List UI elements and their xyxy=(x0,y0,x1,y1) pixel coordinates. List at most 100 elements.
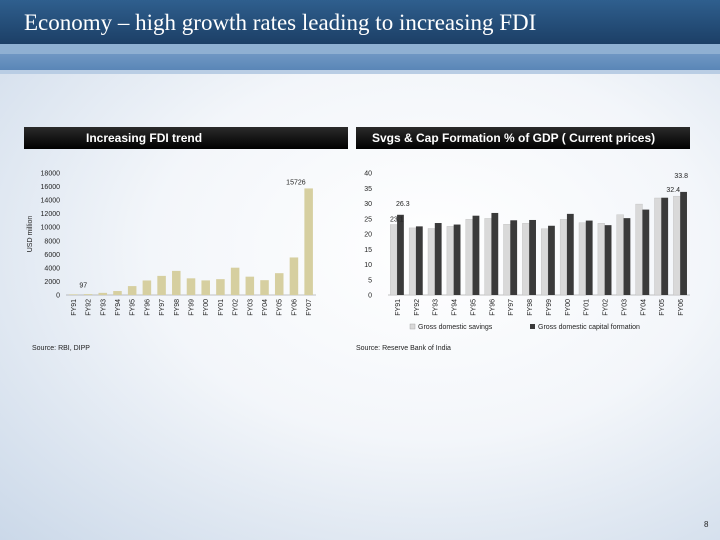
savings-x-tick-label: FY01 xyxy=(584,299,591,316)
capital-formation-bar xyxy=(548,225,555,295)
fdi-y-tick-label: 10000 xyxy=(41,225,61,232)
page-number: 8 xyxy=(704,520,709,529)
savings-x-tick-label: FY00 xyxy=(565,299,572,316)
savings-x-tick-label: FY02 xyxy=(603,299,610,316)
capital-formation-bar xyxy=(415,226,423,295)
capital-formation-bar xyxy=(472,215,480,295)
header-band-light xyxy=(0,44,720,54)
savings-bar xyxy=(503,224,511,296)
capital-formation-bar xyxy=(566,213,574,295)
fdi-x-tick-label: FY03 xyxy=(247,299,254,316)
fdi-y-tick-label: 4000 xyxy=(44,265,60,272)
savings-bar xyxy=(616,214,624,296)
savings-chart: 0 5 10 15 20 25 30 35 40 FY91 FY92 FY93 FY94 FY95 FY96… xyxy=(364,171,690,331)
legend-savings-label: Gross domestic savings xyxy=(418,324,493,331)
capital-formation-bar xyxy=(453,224,461,295)
fdi-x-tick-label: FY91 xyxy=(71,299,78,316)
fdi-bar xyxy=(274,273,284,295)
savings-x-tick-label: FY05 xyxy=(659,299,666,316)
fdi-bar xyxy=(186,278,196,295)
fdi-bar xyxy=(289,257,299,295)
capital-formation-bar xyxy=(510,220,518,295)
fdi-bar xyxy=(230,267,240,295)
fdi-bar xyxy=(304,188,313,295)
fdi-x-tick-label: FY06 xyxy=(291,299,298,316)
savings-bar xyxy=(465,219,473,296)
savings-data-label: 32.4 xyxy=(666,187,680,194)
savings-bar xyxy=(427,228,436,296)
fdi-data-label: 15726 xyxy=(286,179,306,186)
fdi-x-tick-label: FY97 xyxy=(159,299,166,316)
savings-x-tick-label: FY93 xyxy=(433,299,440,316)
fdi-x-tick-label: FY00 xyxy=(203,299,210,316)
legend-capital-swatch xyxy=(530,324,535,329)
savings-data-label: 26.3 xyxy=(396,201,410,208)
savings-y-tick-label: 0 xyxy=(368,293,372,300)
savings-bar xyxy=(522,223,530,296)
fdi-bar xyxy=(260,280,269,295)
savings-bar xyxy=(408,227,417,296)
savings-x-tick-label: FY96 xyxy=(489,299,496,316)
savings-x-tick-label: FY04 xyxy=(640,299,647,316)
fdi-data-label: 97 xyxy=(79,282,87,289)
fdi-source: Source: RBI, DIPP xyxy=(32,345,90,352)
capital-formation-bar xyxy=(397,214,404,295)
savings-y-tick-label: 35 xyxy=(364,186,372,193)
savings-x-tick-label: FY03 xyxy=(621,299,628,316)
savings-x-tick-label: FY99 xyxy=(546,299,553,316)
savings-y-tick-label: 20 xyxy=(364,232,372,239)
fdi-x-tick-label: FY99 xyxy=(189,299,196,316)
capital-formation-bar xyxy=(642,209,650,295)
fdi-x-tick-label: FY05 xyxy=(277,299,284,316)
savings-x-tick-label: FY92 xyxy=(414,299,421,316)
fdi-bar xyxy=(172,270,181,295)
fdi-bar xyxy=(157,275,166,295)
fdi-bar xyxy=(83,294,93,295)
savings-source: Source: Reserve Bank of India xyxy=(356,345,451,352)
fdi-bar xyxy=(113,291,122,295)
savings-y-tick-label: 15 xyxy=(364,247,372,254)
fdi-x-tick-label: FY94 xyxy=(115,299,122,316)
savings-y-tick-label: 5 xyxy=(368,277,372,284)
legend-savings-swatch xyxy=(409,323,416,330)
savings-bar xyxy=(673,195,681,296)
fdi-y-tick-label: 18000 xyxy=(41,171,61,178)
header-band-thin xyxy=(0,70,720,74)
fdi-x-tick-label: FY92 xyxy=(86,299,93,316)
savings-x-tick-label: FY98 xyxy=(527,299,534,316)
fdi-y-tick-label: 16000 xyxy=(41,184,61,191)
savings-x-tick-label: FY91 xyxy=(395,299,402,316)
fdi-bar xyxy=(98,292,108,295)
savings-y-tick-label: 25 xyxy=(364,216,372,223)
slide-title: Economy – high growth rates leading to i… xyxy=(24,10,537,35)
savings-chart-header: Svgs & Cap Formation % of GDP ( Current … xyxy=(356,127,690,149)
fdi-bar xyxy=(201,280,210,295)
savings-x-tick-label: FY94 xyxy=(452,299,459,316)
savings-bar xyxy=(541,228,549,296)
fdi-x-tick-label: FY02 xyxy=(233,299,240,316)
capital-formation-bar xyxy=(491,212,499,295)
savings-bar xyxy=(635,203,643,296)
savings-x-tick-label: FY06 xyxy=(678,299,685,316)
savings-bar xyxy=(446,226,454,296)
savings-chart-title: Svgs & Cap Formation % of GDP ( Current … xyxy=(372,131,656,145)
savings-bar xyxy=(390,224,398,296)
savings-x-tick-label: FY97 xyxy=(508,299,515,316)
fdi-chart-title: Increasing FDI trend xyxy=(86,131,203,145)
fdi-x-tick-label: FY96 xyxy=(144,299,151,316)
savings-bar xyxy=(484,218,492,296)
fdi-bar xyxy=(127,286,137,295)
capital-formation-bar xyxy=(529,219,536,295)
capital-formation-bar xyxy=(680,191,687,295)
fdi-chart-header: Increasing FDI trend xyxy=(24,127,348,149)
savings-bar xyxy=(578,222,587,296)
capital-formation-bar xyxy=(623,218,631,295)
fdi-y-tick-label: 0 xyxy=(56,293,60,300)
capital-formation-bar xyxy=(661,197,669,295)
fdi-x-tick-label: FY07 xyxy=(306,299,313,316)
fdi-y-tick-label: 6000 xyxy=(44,252,60,259)
savings-bar xyxy=(559,219,568,296)
fdi-y-tick-label: 8000 xyxy=(44,238,60,245)
fdi-bar xyxy=(142,280,152,295)
title-bar: Economy – high growth rates leading to i… xyxy=(0,0,720,44)
